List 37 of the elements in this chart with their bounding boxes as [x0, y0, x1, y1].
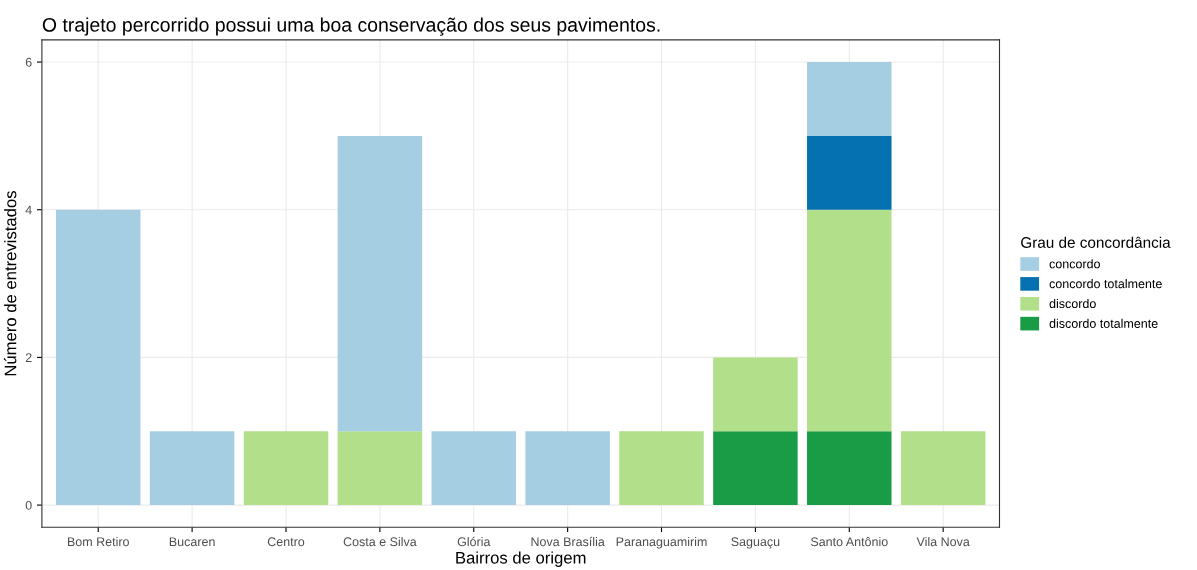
chart-title: O trajeto percorrido possui uma boa conservação dos seus pavimentos. — [42, 17, 660, 36]
bar — [713, 431, 798, 506]
legend-title: Grau de concordância — [1021, 236, 1171, 248]
y-tick-label: 6 — [25, 57, 32, 67]
x-tick-label: Saguaçu — [731, 537, 780, 549]
bar — [807, 135, 892, 210]
x-tick-label: Nova Brasília — [531, 536, 605, 547]
bar — [337, 135, 423, 432]
bar — [55, 209, 141, 506]
x-tick-label: Bucaren — [169, 537, 215, 547]
bar — [243, 431, 329, 506]
y-axis-title: Número de entrevistados — [3, 191, 17, 376]
bar — [431, 431, 516, 506]
y-tick-label: 2 — [25, 353, 32, 362]
x-tick-label: Bom Retiro — [67, 536, 129, 547]
x-axis-title: Bairros de origem — [456, 551, 586, 567]
bar — [713, 357, 798, 432]
legend-label: concordo totalmente — [1049, 279, 1162, 289]
x-tick-label: Santo Antônio — [810, 536, 888, 547]
bar — [619, 431, 704, 506]
legend-label: concordo — [1049, 259, 1100, 269]
legend-label: discordo totalmente — [1049, 318, 1158, 328]
bar — [900, 431, 986, 506]
y-tick-label: 4 — [25, 205, 32, 215]
x-tick-label: Glória — [457, 536, 491, 547]
bar — [525, 431, 610, 506]
legend-label: discordo — [1049, 298, 1096, 309]
x-tick-label: Paranaguamirim — [616, 536, 707, 549]
bar — [807, 431, 892, 506]
x-tick-label: Costa e Silva — [343, 536, 417, 547]
bar — [149, 431, 235, 506]
y-tick-label: 0 — [25, 500, 32, 510]
bar — [807, 209, 892, 432]
x-tick-label: Centro — [267, 537, 305, 547]
bar — [807, 62, 892, 136]
bar — [337, 431, 423, 506]
x-tick-label: Vila Nova — [916, 536, 970, 547]
